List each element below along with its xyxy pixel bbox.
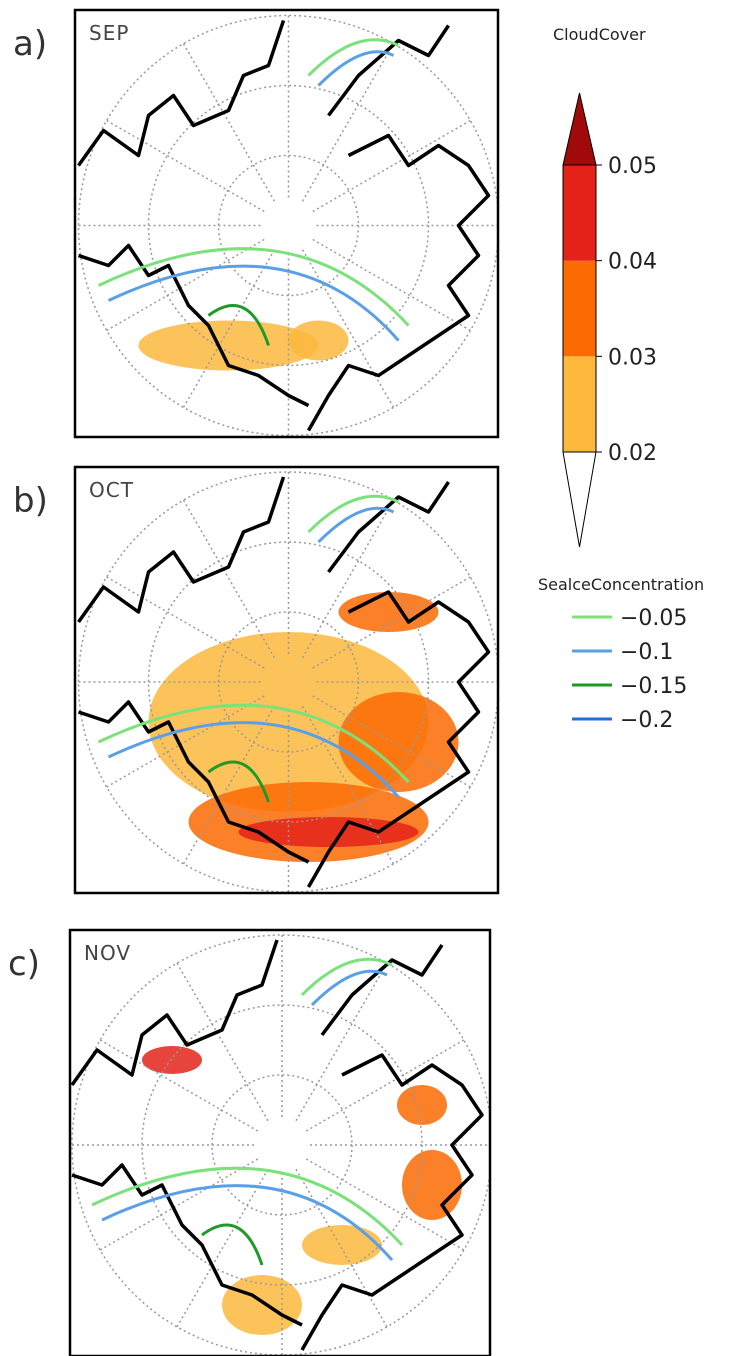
- month-label: NOV: [84, 941, 131, 965]
- cloud-patch: [397, 1085, 447, 1125]
- month-label: SEP: [89, 21, 129, 45]
- cloud-patch: [142, 1046, 202, 1074]
- meridian: [301, 43, 395, 202]
- meridian: [182, 499, 276, 659]
- ice-contour: [107, 506, 400, 798]
- map-panel: [75, 467, 498, 893]
- colorbar-segment: [563, 165, 596, 261]
- meridian: [305, 1158, 465, 1251]
- meridian: [301, 499, 395, 659]
- meridian: [301, 249, 395, 408]
- meridian: [182, 43, 276, 202]
- coastline: [70, 939, 484, 1351]
- legend-label: −0.15: [620, 674, 687, 699]
- cloud-patch: [402, 1150, 462, 1220]
- map-panel: [70, 930, 490, 1356]
- cloud-patch: [338, 592, 439, 632]
- map-panel: [75, 10, 498, 437]
- ice-contour: [91, 957, 404, 1247]
- legend-label: −0.2: [620, 708, 673, 733]
- ice-contour: [207, 760, 270, 803]
- coastline: [77, 19, 491, 432]
- panel-label: c): [8, 944, 40, 984]
- meridian: [301, 705, 395, 865]
- colorbar-extend-top: [562, 92, 597, 166]
- legend-title: SealceConcentration: [538, 575, 704, 594]
- meridian: [99, 1039, 259, 1132]
- colorbar-title: CloudCover: [553, 25, 646, 44]
- meridian: [312, 119, 471, 213]
- cloud-patch: [138, 320, 319, 371]
- colorbar-tick-label: 0.02: [608, 441, 657, 466]
- panel-label: b): [13, 481, 48, 521]
- meridian: [295, 962, 388, 1122]
- colorbar-tick-label: 0.04: [608, 250, 657, 275]
- legend-label: −0.05: [620, 606, 687, 631]
- colorbar-frame: [562, 164, 597, 453]
- ice-contour: [101, 969, 394, 1261]
- ice-contour: [97, 38, 410, 327]
- cloud-patch: [338, 692, 459, 792]
- meridian: [182, 705, 276, 865]
- meridian: [106, 695, 265, 788]
- colorbar-segment: [563, 260, 596, 357]
- meridian: [106, 238, 265, 332]
- legend-label: −0.1: [620, 640, 673, 665]
- meridian: [176, 1168, 269, 1328]
- panel-label: a): [13, 24, 47, 64]
- ice-contour: [207, 304, 270, 346]
- meridian: [312, 576, 471, 669]
- meridian: [106, 119, 265, 213]
- panel-frame: [73, 465, 500, 895]
- meridian: [182, 249, 276, 408]
- cloud-patch: [302, 1225, 382, 1265]
- meridian: [312, 238, 471, 332]
- ice-contour: [97, 494, 410, 784]
- meridian: [295, 1168, 388, 1328]
- meridian: [312, 695, 471, 788]
- ice-contour: [107, 50, 400, 342]
- cloud-patch: [288, 320, 349, 361]
- colorbar-segment: [563, 356, 596, 452]
- colorbar-tick-label: 0.05: [608, 154, 657, 179]
- panel-frame: [68, 928, 492, 1356]
- meridian: [99, 1158, 259, 1251]
- coastline: [77, 476, 491, 888]
- meridian: [176, 962, 269, 1122]
- meridian: [305, 1039, 465, 1132]
- cloud-patch: [222, 1275, 302, 1335]
- meridian: [106, 576, 265, 669]
- cloud-patch: [238, 817, 419, 847]
- colorbar-tick-label: 0.03: [608, 345, 657, 370]
- ice-contour: [201, 1223, 264, 1266]
- month-label: OCT: [89, 478, 134, 502]
- panel-frame: [73, 8, 500, 439]
- colorbar-extend-bottom: [562, 451, 597, 548]
